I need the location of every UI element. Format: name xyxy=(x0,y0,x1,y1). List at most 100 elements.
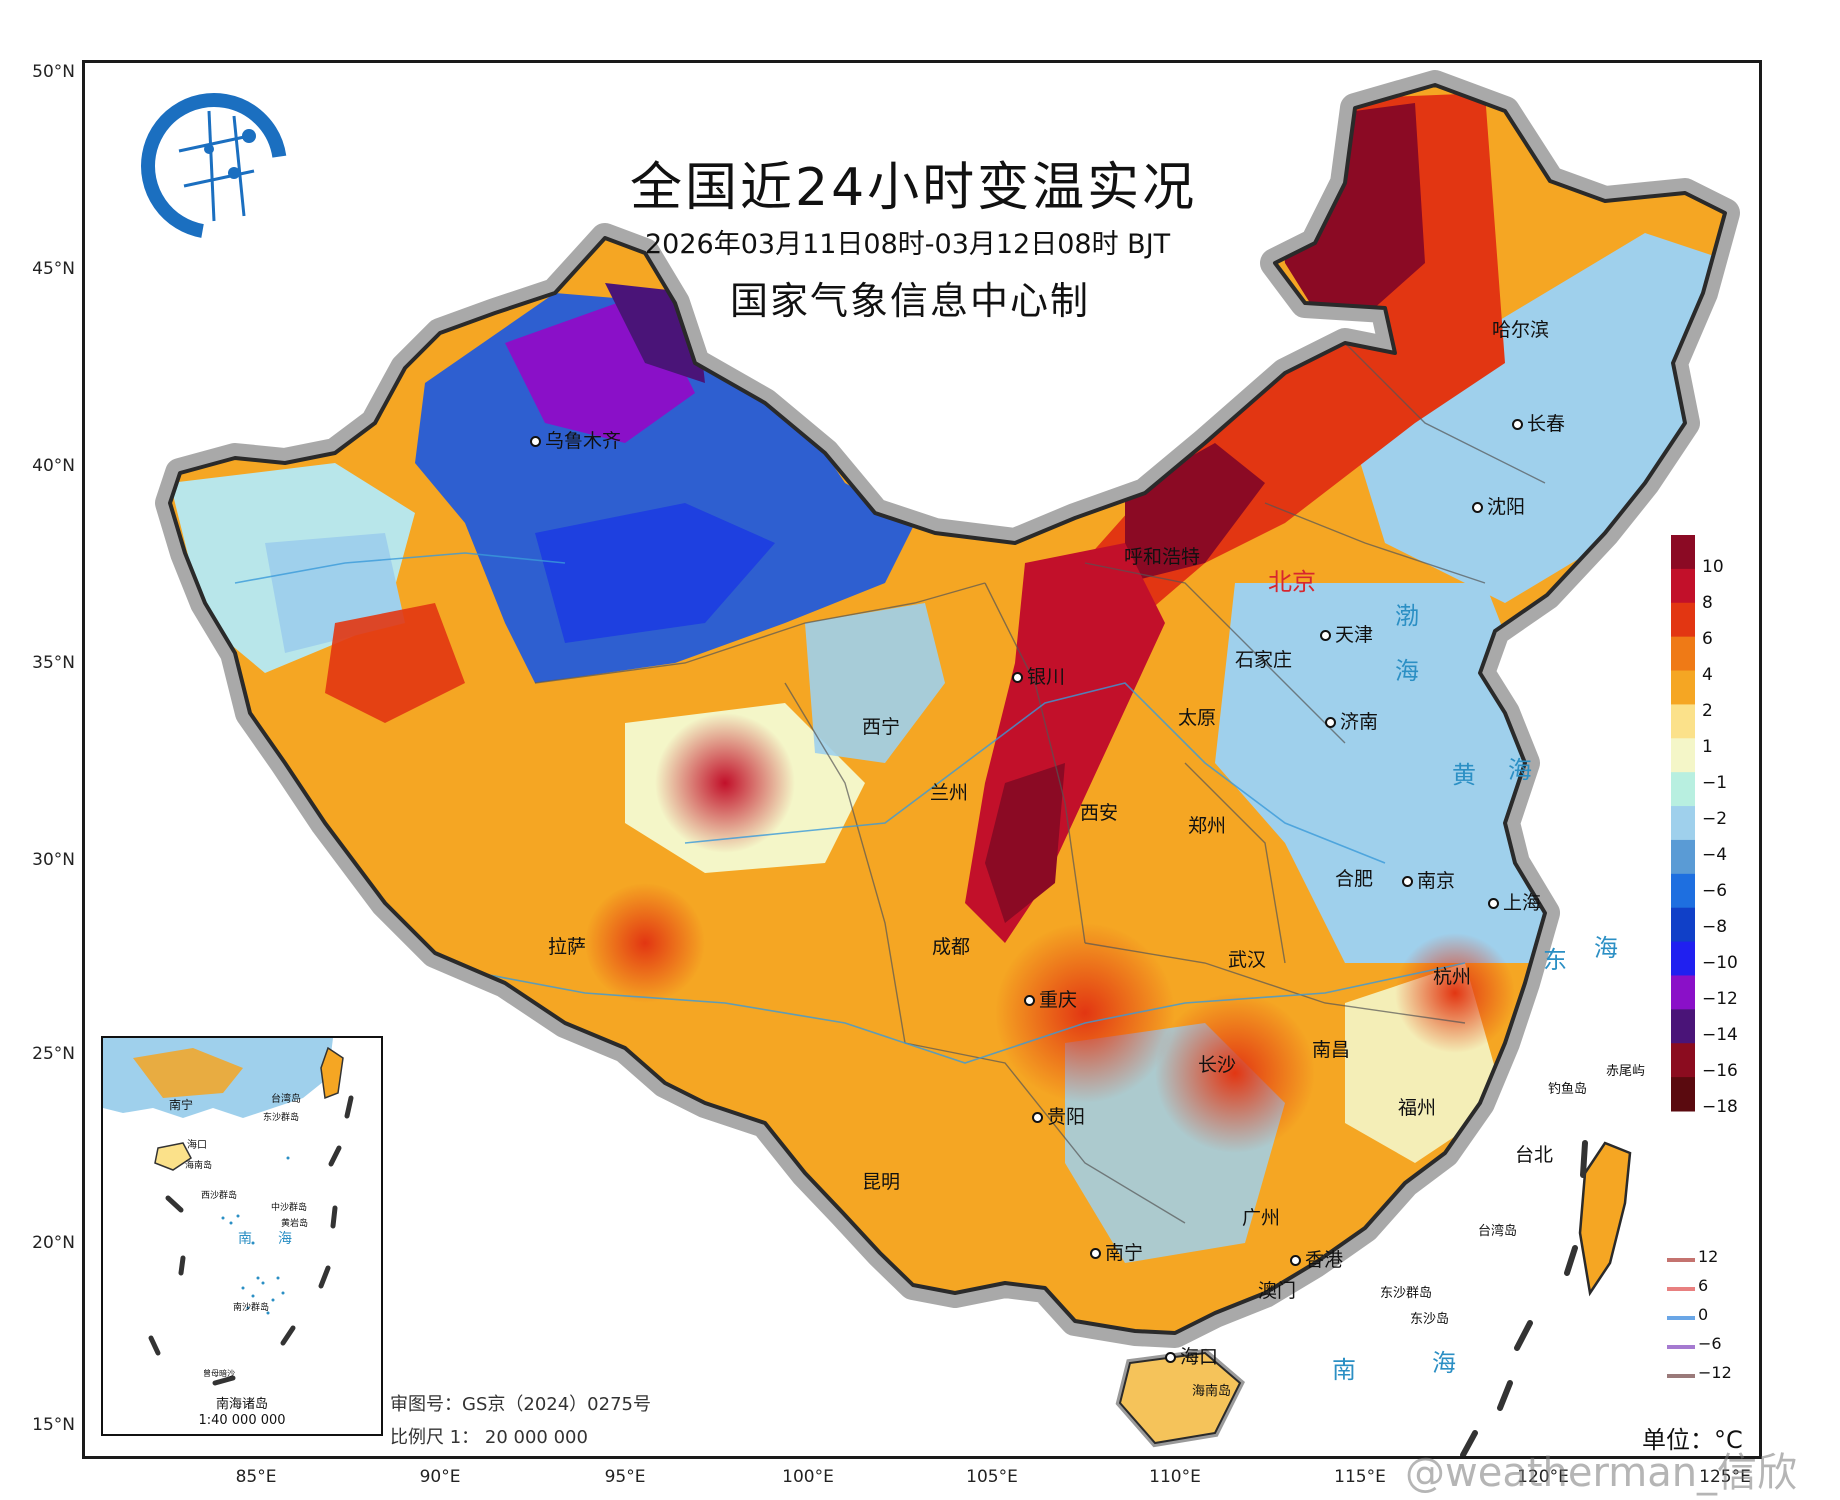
city-shijiazhuang: 石家庄 xyxy=(1235,649,1293,671)
lat-label-50: 50°N xyxy=(32,62,75,82)
map-scale: 比例尺 1： 20 000 000 xyxy=(390,1427,588,1448)
city-jinan: 济南 xyxy=(1325,707,1378,734)
map-issuer: 国家气象信息中心制 xyxy=(730,279,1091,323)
label-dongsha-island: 东沙岛 xyxy=(1410,1312,1450,1327)
legend-swatch xyxy=(1671,1077,1695,1112)
map-title: 全国近24小时变温实况 xyxy=(630,158,1198,218)
legend-label-m8: −8 xyxy=(1702,917,1728,937)
city-yinchuan: 银川 xyxy=(1012,662,1065,689)
label-chiwei: 赤尾屿 xyxy=(1606,1064,1646,1079)
legend-swatch xyxy=(1671,1043,1695,1078)
sea-yellow-1: 黄 xyxy=(1452,761,1476,789)
legend-label-m16: −16 xyxy=(1702,1061,1738,1081)
map-subtitle: 2026年03月11日08时-03月12日08时 BJT xyxy=(645,229,1171,260)
legend-swatch xyxy=(1671,975,1695,1010)
city-chongqing: 重庆 xyxy=(1024,985,1077,1012)
legend-swatch xyxy=(1671,941,1695,976)
approval-number: 审图号：GS京（2024）0275号 xyxy=(390,1394,651,1415)
city-harbin: 哈尔滨 xyxy=(1492,319,1550,341)
inset-label-taiwan: 台湾岛 xyxy=(271,1094,301,1105)
isoline-label-m12: −12 xyxy=(1698,1363,1732,1382)
legend-label-m6: −6 xyxy=(1702,881,1728,901)
unit-label: 单位：°C xyxy=(1642,1426,1743,1454)
inset-label-xisha: 西沙群岛 xyxy=(201,1191,238,1201)
legend-swatch xyxy=(1671,806,1695,841)
taiwan-island xyxy=(1578,1141,1632,1297)
sea-yellow-2: 海 xyxy=(1508,756,1532,784)
sea-south-1: 南 xyxy=(1332,1356,1356,1384)
city-lanzhou: 兰州 xyxy=(930,782,969,804)
lat-label-40: 40°N xyxy=(32,456,75,476)
inset-label-nanning: 南宁 xyxy=(169,1098,194,1112)
lon-label-105: 105°E xyxy=(966,1467,1018,1487)
lon-label-120: 120°E xyxy=(1517,1467,1569,1487)
lat-label-15: 15°N xyxy=(32,1415,75,1435)
legend-label-m12: −12 xyxy=(1702,989,1738,1009)
legend-label-m2: −2 xyxy=(1702,809,1728,829)
legend-label-2: 2 xyxy=(1702,701,1713,721)
lat-label-25: 25°N xyxy=(32,1044,75,1064)
legend-swatch xyxy=(1671,1009,1695,1044)
isoline-label-m6: −6 xyxy=(1698,1334,1722,1353)
lon-label-95: 95°E xyxy=(604,1467,646,1487)
city-nanchang: 南昌 xyxy=(1312,1039,1351,1061)
city-kunming: 昆明 xyxy=(862,1171,901,1193)
city-changsha: 长沙 xyxy=(1198,1054,1237,1076)
city-zhengzhou: 郑州 xyxy=(1188,815,1227,837)
city-tianjin: 天津 xyxy=(1320,620,1373,647)
lon-label-115: 115°E xyxy=(1334,1467,1386,1487)
label-diaoyu: 钓鱼岛 xyxy=(1548,1082,1588,1097)
watermark: @weatherman_信欣 xyxy=(1405,1450,1798,1496)
legend-label-m1: −1 xyxy=(1702,773,1728,793)
label-hainan-island: 海南岛 xyxy=(1192,1384,1232,1399)
rivers xyxy=(234,552,1466,1064)
city-hefei: 合肥 xyxy=(1335,868,1374,890)
city-shanghai: 上海 xyxy=(1488,888,1541,915)
inset-scale: 1:40 000 000 xyxy=(198,1413,286,1428)
legend-swatch xyxy=(1671,738,1695,773)
city-urumqi: 乌鲁木齐 xyxy=(530,426,621,453)
label-dongsha-islands: 东沙群岛 xyxy=(1380,1286,1433,1301)
inset-label-huangyan: 黄岩岛 xyxy=(281,1219,309,1229)
cma-logo-icon xyxy=(139,91,289,241)
isoline-label-6: 6 xyxy=(1698,1276,1709,1295)
city-chengdu: 成都 xyxy=(932,936,971,958)
lon-label-125: 125°E xyxy=(1699,1467,1751,1487)
lat-label-30: 30°N xyxy=(32,850,75,870)
city-xining: 西宁 xyxy=(862,716,901,738)
lat-label-45: 45°N xyxy=(32,259,75,279)
city-changchun: 长春 xyxy=(1512,409,1565,436)
label-taiwan-island: 台湾岛 xyxy=(1478,1224,1518,1239)
city-taiyuan: 太原 xyxy=(1178,707,1217,729)
lon-label-90: 90°E xyxy=(419,1467,461,1487)
city-haikou: 海口 xyxy=(1165,1342,1218,1369)
inset-caption: 南海诸岛 xyxy=(215,1397,268,1412)
lon-label-85: 85°E xyxy=(235,1467,277,1487)
legend-swatch xyxy=(1671,772,1695,807)
inset-label-haikou: 海口 xyxy=(187,1140,207,1151)
legend-label-10: 10 xyxy=(1702,557,1724,577)
legend-swatch xyxy=(1671,839,1695,875)
inset-label-hainan: 海南岛 xyxy=(185,1161,213,1171)
isoline-legend xyxy=(1667,1258,1695,1378)
inset-label-dongsha: 东沙群岛 xyxy=(263,1113,300,1123)
sea-bohai-1: 渤 xyxy=(1395,602,1419,630)
city-shenyang: 沈阳 xyxy=(1472,492,1525,519)
city-fuzhou: 福州 xyxy=(1398,1097,1437,1119)
legend-swatch xyxy=(1671,636,1695,672)
city-guangzhou: 广州 xyxy=(1242,1207,1281,1229)
city-lhasa: 拉萨 xyxy=(548,936,587,958)
city-hangzhou: 杭州 xyxy=(1433,966,1472,988)
inset-label-zengmu: 曾母暗沙 xyxy=(203,1369,235,1378)
legend-swatch xyxy=(1671,704,1695,739)
isoline-label-0: 0 xyxy=(1698,1305,1709,1324)
legend-label-m10: −10 xyxy=(1702,953,1738,973)
legend-swatch xyxy=(1671,602,1695,638)
sea-east-2: 海 xyxy=(1594,934,1618,962)
city-taipei: 台北 xyxy=(1515,1144,1554,1166)
map-frame xyxy=(82,60,1762,1459)
legend-swatch xyxy=(1671,873,1695,909)
legend-label-4: 4 xyxy=(1702,665,1713,685)
province-boundaries xyxy=(534,342,1546,1224)
inset-label-nansha: 南沙群岛 xyxy=(233,1303,270,1313)
